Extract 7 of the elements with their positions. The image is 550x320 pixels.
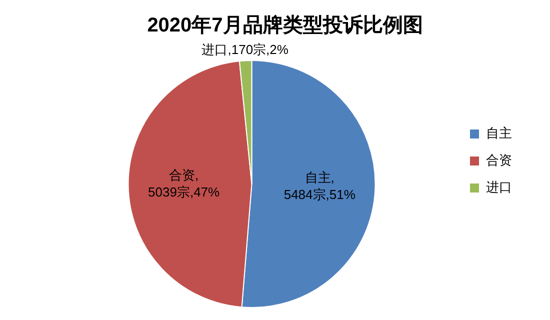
legend-label: 进口: [486, 180, 512, 195]
data-label: 进口,170宗,2%: [202, 42, 289, 58]
data-label: 自主,5484宗,51%: [284, 170, 356, 202]
chart-title: 2020年7月品牌类型投诉比例图: [147, 14, 423, 37]
legend-label: 合资: [486, 152, 512, 168]
data-label: 合资,5039宗,47%: [148, 168, 220, 200]
legend-label: 自主: [486, 126, 512, 141]
